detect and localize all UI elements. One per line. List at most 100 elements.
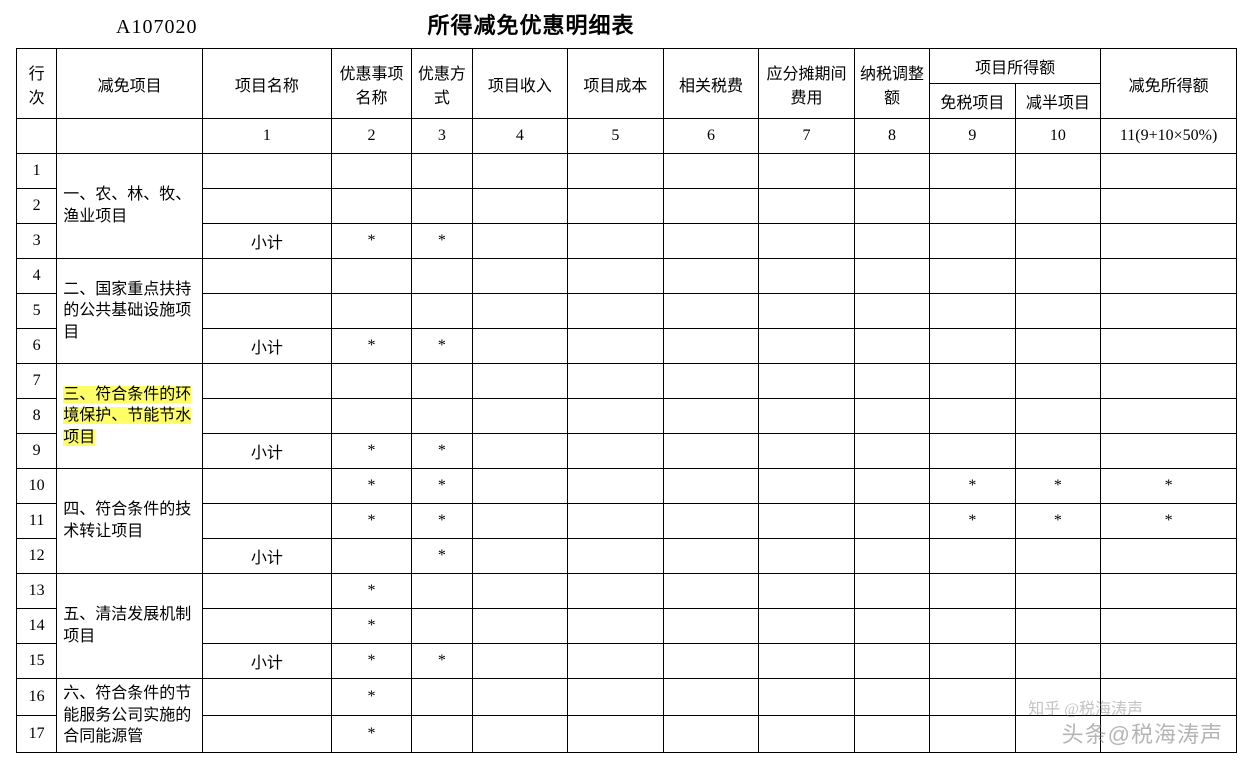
cell-c6 bbox=[663, 189, 759, 224]
row-number: 15 bbox=[17, 644, 57, 679]
cell-c5 bbox=[568, 364, 664, 399]
col-cost: 项目成本 bbox=[568, 49, 664, 119]
row-number: 8 bbox=[17, 399, 57, 434]
table-row: 1一、农、林、牧、渔业项目 bbox=[17, 154, 1237, 189]
cell-c5 bbox=[568, 189, 664, 224]
cell-c6 bbox=[663, 539, 759, 574]
cell-c4 bbox=[472, 259, 568, 294]
row-number: 4 bbox=[17, 259, 57, 294]
form-code: A107020 bbox=[116, 16, 197, 39]
cell-c4 bbox=[472, 574, 568, 609]
cell-c3: * bbox=[412, 504, 472, 539]
cell-c10 bbox=[1015, 399, 1101, 434]
cell-c7 bbox=[759, 329, 855, 364]
cell-c3: * bbox=[412, 224, 472, 259]
numrow-blank2 bbox=[57, 119, 203, 154]
cell-c11 bbox=[1101, 329, 1237, 364]
cell-c5 bbox=[568, 434, 664, 469]
row-number: 9 bbox=[17, 434, 57, 469]
cell-c11 bbox=[1101, 364, 1237, 399]
col-tax: 相关税费 bbox=[663, 49, 759, 119]
col-allocexp: 应分摊期间费用 bbox=[759, 49, 855, 119]
cell-c1 bbox=[203, 294, 332, 329]
cell-c6 bbox=[663, 715, 759, 752]
cell-c6 bbox=[663, 294, 759, 329]
cell-c10 bbox=[1015, 364, 1101, 399]
cell-c6 bbox=[663, 504, 759, 539]
cell-c9 bbox=[930, 259, 1015, 294]
cell-c2: * bbox=[331, 715, 411, 752]
cell-c1 bbox=[203, 364, 332, 399]
cell-c9 bbox=[930, 224, 1015, 259]
cell-c5 bbox=[568, 609, 664, 644]
cell-c3: * bbox=[412, 329, 472, 364]
cell-c10 bbox=[1015, 715, 1101, 752]
cell-c11 bbox=[1101, 644, 1237, 679]
cell-c4 bbox=[472, 434, 568, 469]
cell-c4 bbox=[472, 469, 568, 504]
cell-c1 bbox=[203, 574, 332, 609]
cell-c11 bbox=[1101, 609, 1237, 644]
cell-c8 bbox=[854, 224, 929, 259]
cell-c7 bbox=[759, 644, 855, 679]
row-number: 1 bbox=[17, 154, 57, 189]
cell-c9: * bbox=[930, 504, 1015, 539]
table-row: 4二、国家重点扶持的公共基础设施项目 bbox=[17, 259, 1237, 294]
cell-c1 bbox=[203, 679, 332, 716]
col-income-exempt: 免税项目 bbox=[930, 84, 1015, 119]
cell-c11 bbox=[1101, 259, 1237, 294]
row-number: 3 bbox=[17, 224, 57, 259]
cell-c8 bbox=[854, 539, 929, 574]
cell-c2: * bbox=[331, 329, 411, 364]
cell-c9 bbox=[930, 574, 1015, 609]
cell-c5 bbox=[568, 469, 664, 504]
category-cell: 五、清洁发展机制项目 bbox=[57, 574, 203, 679]
cell-c10 bbox=[1015, 434, 1101, 469]
cell-c10 bbox=[1015, 154, 1101, 189]
cell-c5 bbox=[568, 294, 664, 329]
cell-c7 bbox=[759, 224, 855, 259]
cell-c7 bbox=[759, 504, 855, 539]
cell-c1 bbox=[203, 189, 332, 224]
cell-c10 bbox=[1015, 259, 1101, 294]
cell-c6 bbox=[663, 644, 759, 679]
cell-c10 bbox=[1015, 294, 1101, 329]
cell-c1 bbox=[203, 715, 332, 752]
cell-c8 bbox=[854, 469, 929, 504]
cell-c2 bbox=[331, 364, 411, 399]
cell-c8 bbox=[854, 644, 929, 679]
colnum-c7: 7 bbox=[759, 119, 855, 154]
category-cell: 三、符合条件的环境保护、节能节水项目 bbox=[57, 364, 203, 469]
cell-c6 bbox=[663, 679, 759, 716]
cell-c9 bbox=[930, 609, 1015, 644]
row-number: 17 bbox=[17, 715, 57, 752]
cell-c10 bbox=[1015, 644, 1101, 679]
cell-c2: * bbox=[331, 574, 411, 609]
cell-c2: * bbox=[331, 504, 411, 539]
cell-c6 bbox=[663, 434, 759, 469]
col-taxadj: 纳税调整额 bbox=[854, 49, 929, 119]
colnum-c5: 5 bbox=[568, 119, 664, 154]
cell-c3 bbox=[412, 399, 472, 434]
cell-c8 bbox=[854, 399, 929, 434]
cell-c8 bbox=[854, 574, 929, 609]
cell-c11 bbox=[1101, 679, 1237, 716]
cell-c7 bbox=[759, 364, 855, 399]
form-title: 所得减免优惠明细表 bbox=[427, 8, 634, 40]
cell-c1 bbox=[203, 504, 332, 539]
cell-c6 bbox=[663, 469, 759, 504]
cell-c7 bbox=[759, 609, 855, 644]
cell-c5 bbox=[568, 539, 664, 574]
col-category: 减免项目 bbox=[57, 49, 203, 119]
table-row: 10四、符合条件的技术转让项目***** bbox=[17, 469, 1237, 504]
cell-c7 bbox=[759, 574, 855, 609]
cell-c11: * bbox=[1101, 469, 1237, 504]
table-row: 7三、符合条件的环境保护、节能节水项目 bbox=[17, 364, 1237, 399]
cell-c5 bbox=[568, 715, 664, 752]
cell-c5 bbox=[568, 154, 664, 189]
cell-c4 bbox=[472, 294, 568, 329]
col-exemptamt: 减免所得额 bbox=[1101, 49, 1237, 119]
row-number: 7 bbox=[17, 364, 57, 399]
cell-c5 bbox=[568, 504, 664, 539]
cell-c6 bbox=[663, 224, 759, 259]
